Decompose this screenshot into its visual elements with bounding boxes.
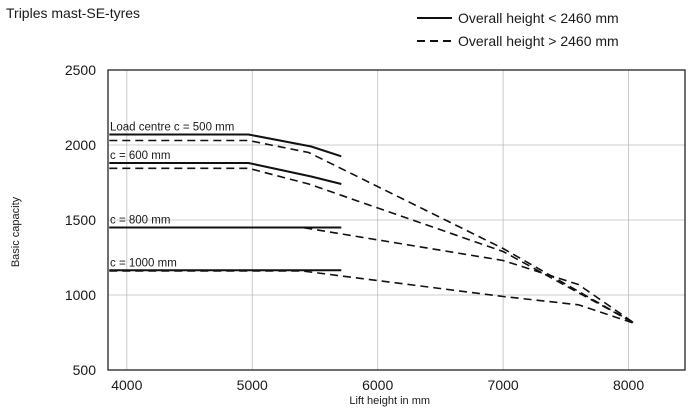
y-tick-label: 1000: [65, 287, 96, 303]
series-line-c500-solid: [109, 133, 342, 158]
y-axis-label: Basic capacity: [10, 196, 22, 267]
curve-label-c1000: c = 1000 mm: [110, 257, 177, 269]
grid: [108, 69, 685, 371]
curve-label-c600: c = 600 mm: [110, 150, 170, 162]
x-tick-labels: 4000 5000 6000 7000 8000: [111, 377, 644, 393]
x-tick-label: 6000: [362, 377, 393, 393]
legend: Overall height < 2460 mm Overall height >…: [417, 10, 619, 49]
y-tick-label: 2000: [65, 137, 96, 153]
y-tick-label: 2500: [65, 62, 96, 78]
y-tick-label: 500: [73, 362, 97, 378]
y-tick-label: 1500: [65, 212, 96, 228]
curve-label-c500: Load centre c = 500 mm: [110, 122, 234, 134]
series-line-c1000-dashed: [109, 270, 636, 325]
series-line-c600-dashed: [109, 167, 636, 325]
curve-label-c800: c = 800 mm: [110, 215, 170, 227]
x-tick-label: 8000: [613, 377, 644, 393]
curve-labels: Load centre c = 500 mm c = 600 mm c = 800 …: [110, 122, 234, 270]
legend-label: Overall height > 2460 mm: [458, 33, 619, 49]
x-axis-label: Lift height in mm: [349, 395, 430, 407]
y-tick-labels: 500 1000 1500 2000 2500: [65, 62, 96, 378]
x-tick-label: 7000: [488, 377, 519, 393]
series-lines: [109, 133, 636, 325]
x-tick-label: 5000: [237, 377, 268, 393]
series-line-c800-dashed: [109, 226, 636, 325]
series-line-c500-dashed: [109, 139, 636, 325]
x-tick-label: 4000: [111, 377, 142, 393]
legend-label: Overall height < 2460 mm: [458, 10, 619, 26]
chart-title: Triples mast-SE-tyres: [6, 5, 141, 21]
series-line-c600-solid: [109, 162, 342, 185]
plot-frame: [107, 69, 686, 371]
